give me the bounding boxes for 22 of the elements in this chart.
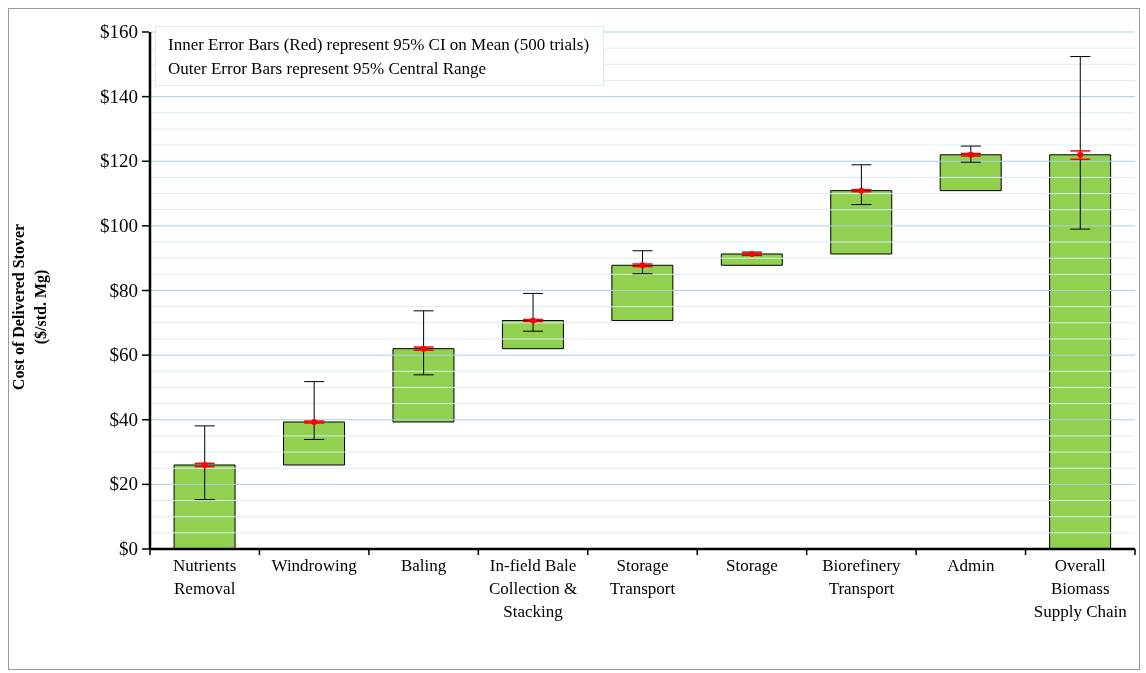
y-tick-label: $120 xyxy=(100,150,138,172)
x-tick-label: Admin xyxy=(947,556,995,575)
x-tick-label: Nutrients Removal xyxy=(173,556,237,598)
x-tick-label: Storage xyxy=(725,556,778,575)
y-tick-label: $160 xyxy=(100,21,138,42)
x-tick-label: Biorefinery Transport xyxy=(822,556,902,598)
y-tick-label: $100 xyxy=(100,214,138,236)
annotation: Outer Error Bars represent 95% Central Range xyxy=(168,58,488,80)
y-tick-label: $0 xyxy=(119,538,138,559)
y-tick-label: $20 xyxy=(109,473,138,495)
x-tick-label: Baling xyxy=(400,556,447,575)
y-axis-title: Cost of Delivered Stover ($/std. Mg) xyxy=(9,222,51,393)
bar xyxy=(720,253,783,266)
x-tick-label: Storage Transport xyxy=(609,556,676,598)
y-tick-label: $80 xyxy=(109,279,138,301)
x-tick-label: In-field Bale Collection & Stacking xyxy=(488,556,578,621)
x-tick-label: Overall Biomass Supply Chain xyxy=(1033,556,1128,621)
x-tick-label: Windrowing xyxy=(271,556,358,575)
y-tick-label: $60 xyxy=(109,344,138,366)
y-tick-label: $40 xyxy=(109,408,138,430)
annotation: Inner Error Bars (Red) represent 95% CI on Mean (500 trials) xyxy=(168,34,590,56)
y-tick-label: $140 xyxy=(100,85,138,107)
